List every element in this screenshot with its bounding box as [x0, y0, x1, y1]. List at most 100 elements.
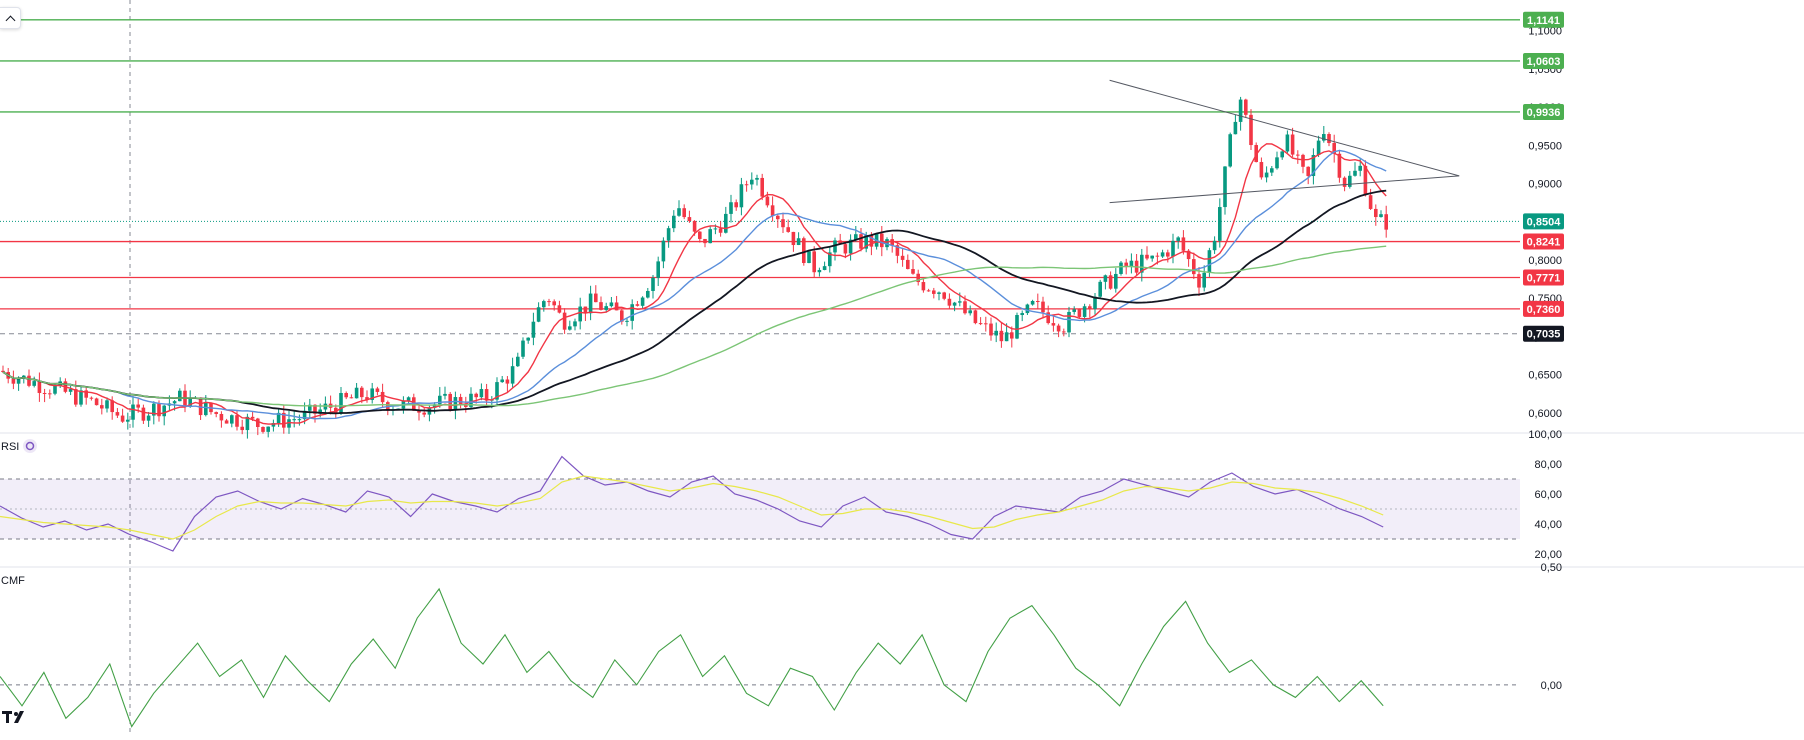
candle-up	[370, 388, 374, 400]
candle-up	[287, 419, 291, 428]
candle-up	[1311, 154, 1316, 177]
level-label-text: 1,0603	[1527, 56, 1561, 68]
chevron-up-icon	[5, 15, 15, 25]
candle-up	[588, 293, 593, 314]
candle-down	[1124, 262, 1128, 268]
candle-down	[256, 418, 260, 427]
candle-down	[1244, 99, 1248, 115]
rsi-settings-icon[interactable]	[23, 439, 37, 453]
candle-up	[531, 321, 536, 338]
candle-down	[375, 388, 380, 392]
candle-up	[885, 239, 889, 248]
rsi-tick-label: 80,00	[1534, 459, 1562, 471]
tradingview-logo-icon	[2, 709, 32, 727]
candle-up	[822, 266, 827, 270]
candle-down	[11, 378, 16, 384]
candle-down	[703, 238, 707, 244]
candle-down	[599, 302, 603, 310]
candle-up	[308, 404, 312, 411]
candle-down	[614, 302, 619, 311]
candle-down	[27, 375, 31, 386]
candle-down	[344, 392, 348, 398]
candle-down	[770, 205, 775, 216]
candle-down	[474, 393, 478, 398]
collapse-button[interactable]	[0, 7, 21, 29]
level-label-badge	[1523, 269, 1564, 286]
candle-down	[895, 245, 900, 256]
candle-up	[1171, 240, 1175, 257]
candle-up	[807, 251, 811, 264]
candle-up	[1212, 240, 1217, 251]
moving-average-fast	[2, 143, 1387, 425]
candle-up	[713, 228, 718, 230]
candle-up	[952, 302, 957, 306]
candle-up	[994, 330, 998, 336]
candle-up	[1348, 175, 1352, 187]
candle-up	[1176, 237, 1180, 241]
candle-down	[999, 330, 1004, 342]
candle-down	[791, 231, 796, 246]
candle-up	[230, 415, 234, 424]
candle-up	[1114, 273, 1118, 289]
candle-down	[978, 323, 983, 325]
candle-up	[729, 202, 733, 214]
candle-down	[1041, 301, 1045, 313]
candle-up	[1275, 157, 1279, 169]
candle-up	[438, 395, 442, 405]
level-label-text: 0,7035	[1527, 329, 1561, 341]
candle-down	[1197, 274, 1201, 288]
candle-up	[510, 366, 515, 384]
candle-down	[802, 238, 806, 264]
candle-up	[1072, 309, 1076, 312]
candle-up	[526, 337, 530, 341]
candle-up	[578, 306, 582, 322]
candle-up	[1316, 140, 1321, 155]
candle-up	[656, 261, 660, 278]
candle-down	[900, 255, 905, 260]
candle-up	[292, 419, 296, 421]
candle-up	[817, 269, 822, 273]
candle-down	[89, 397, 94, 399]
candle-down	[313, 404, 317, 414]
candle-up	[604, 306, 608, 310]
candle-down	[942, 292, 946, 299]
candle-down	[1374, 208, 1378, 218]
candle-up	[16, 378, 21, 384]
candle-up	[1140, 254, 1144, 273]
candle-up	[609, 302, 614, 307]
candle-up	[516, 356, 520, 367]
candle-up	[1098, 281, 1102, 297]
candle-up	[1093, 296, 1097, 309]
candle-up	[755, 177, 759, 180]
candle-up	[568, 326, 572, 330]
candle-up	[750, 179, 754, 185]
candle-down	[547, 301, 551, 303]
level-label-badge	[1523, 233, 1564, 250]
candle-down	[916, 273, 920, 283]
candle-up	[354, 387, 359, 399]
candle-down	[120, 415, 125, 422]
candle-up	[1020, 313, 1024, 316]
candle-down	[718, 228, 723, 233]
candle-up	[406, 397, 411, 401]
rsi-tick-label: 100,00	[1528, 429, 1562, 441]
candle-down	[214, 412, 218, 414]
candle-up	[1103, 275, 1108, 282]
candle-down	[94, 398, 99, 406]
rsi-settings-icon-ring	[25, 441, 35, 451]
candle-up	[828, 252, 832, 267]
candle-up	[672, 215, 676, 229]
candle-up	[178, 390, 182, 402]
candle-down	[282, 412, 286, 428]
candle-down	[1384, 214, 1388, 230]
level-label-badge	[1523, 300, 1564, 317]
candle-up	[1067, 311, 1071, 333]
candle-up	[640, 297, 645, 306]
candle-down	[989, 323, 993, 336]
candle-down	[812, 251, 816, 273]
y-tick-label: 0,9500	[1528, 140, 1562, 152]
candle-down	[365, 397, 369, 400]
candle-down	[786, 227, 790, 232]
